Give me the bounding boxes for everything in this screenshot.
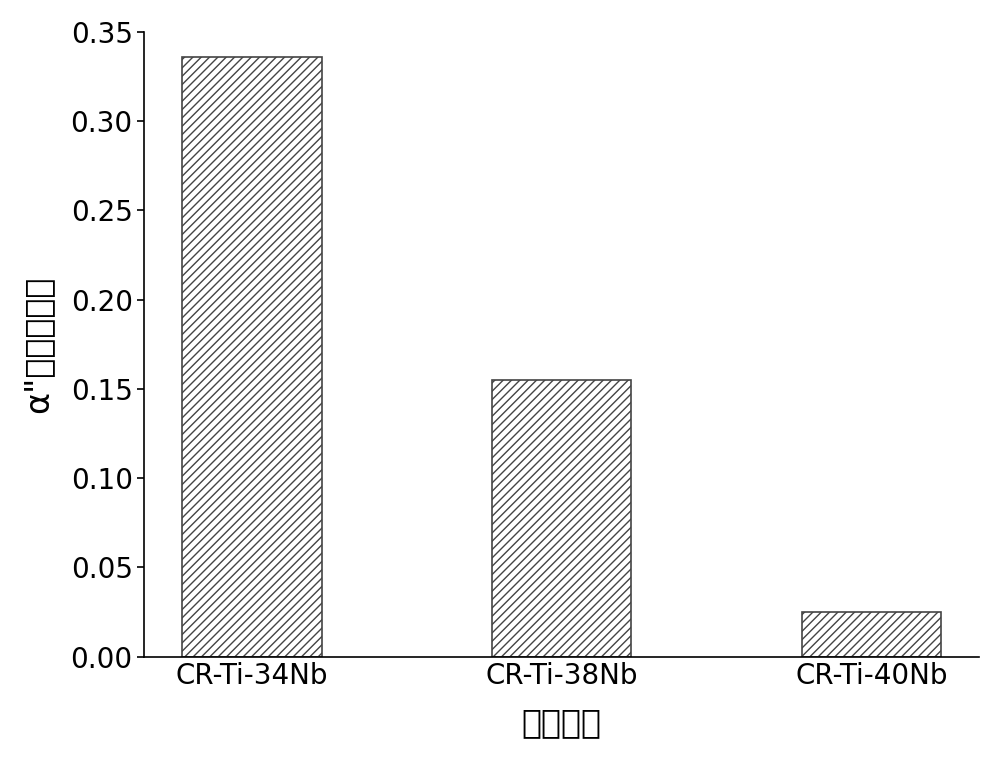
Y-axis label: α"相体积分数: α"相体积分数 xyxy=(21,276,54,413)
Bar xyxy=(492,380,631,657)
Bar xyxy=(802,612,941,657)
Bar xyxy=(182,57,322,657)
X-axis label: 三种合金: 三种合金 xyxy=(522,706,602,739)
